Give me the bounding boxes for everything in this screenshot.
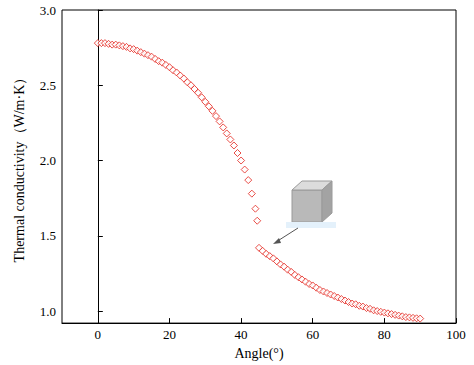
- svg-text:3.0: 3.0: [40, 3, 56, 18]
- svg-text:80: 80: [378, 327, 391, 342]
- svg-text:20: 20: [163, 327, 176, 342]
- svg-text:1.5: 1.5: [40, 228, 56, 243]
- svg-text:60: 60: [306, 327, 319, 342]
- svg-text:Angle(°): Angle(°): [234, 346, 283, 362]
- svg-text:Thermal conductivity（W/m·K）: Thermal conductivity（W/m·K）: [12, 71, 27, 263]
- svg-text:0: 0: [95, 327, 102, 342]
- svg-text:2.0: 2.0: [40, 153, 56, 168]
- svg-text:100: 100: [446, 327, 466, 342]
- svg-text:1.0: 1.0: [40, 304, 56, 319]
- svg-text:40: 40: [235, 327, 248, 342]
- svg-text:2.5: 2.5: [40, 78, 56, 93]
